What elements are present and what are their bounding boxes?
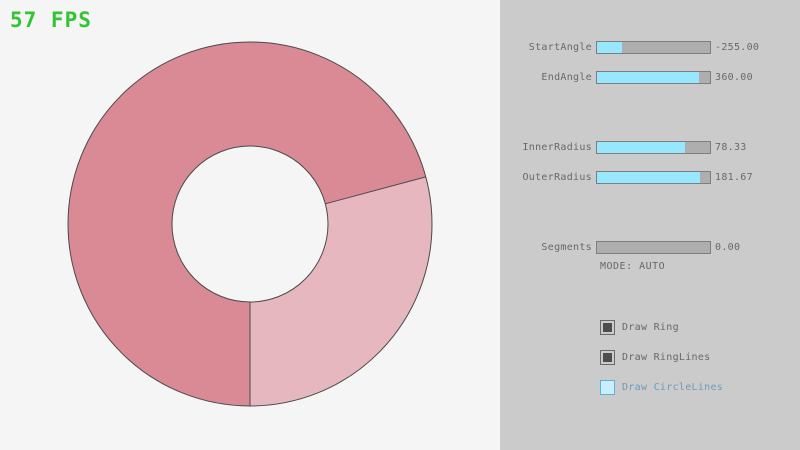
draw-circlelines-row: Draw CircleLines <box>600 380 723 395</box>
outerradius-value: 181.67 <box>715 172 753 183</box>
settings-panel: StartAngle -255.00 EndAngle 360.00 Inner… <box>500 0 800 450</box>
draw-circlelines-checkbox[interactable] <box>600 380 615 395</box>
draw-ring-checkbox[interactable] <box>600 320 615 335</box>
segments-slider[interactable] <box>596 241 711 254</box>
endangle-row: EndAngle 360.00 <box>500 71 800 84</box>
innerradius-label: InnerRadius <box>522 142 592 153</box>
segments-label: Segments <box>541 242 592 253</box>
startangle-slider[interactable] <box>596 41 711 54</box>
draw-ringlines-row: Draw RingLines <box>600 350 711 365</box>
endangle-label: EndAngle <box>541 72 592 83</box>
startangle-value: -255.00 <box>715 42 760 53</box>
check-mark <box>603 353 612 362</box>
startangle-row: StartAngle -255.00 <box>500 41 800 54</box>
endangle-slider[interactable] <box>596 71 711 84</box>
innerradius-slider-fill <box>597 142 686 153</box>
draw-ringlines-label: Draw RingLines <box>622 352 711 363</box>
outerradius-row: OuterRadius 181.67 <box>500 171 800 184</box>
endangle-slider-fill <box>597 72 699 83</box>
ring-drawing <box>67 41 433 407</box>
startangle-slider-fill <box>597 42 622 53</box>
ring-light-sector <box>250 176 433 407</box>
endangle-value: 360.00 <box>715 72 753 83</box>
segments-row: Segments 0.00 <box>500 241 800 254</box>
check-mark <box>603 323 612 332</box>
outerradius-label: OuterRadius <box>522 172 592 183</box>
innerradius-value: 78.33 <box>715 142 747 153</box>
innerradius-row: InnerRadius 78.33 <box>500 141 800 154</box>
ring-radial-line-right <box>325 176 426 205</box>
innerradius-slider[interactable] <box>596 141 711 154</box>
draw-ring-row: Draw Ring <box>600 320 679 335</box>
draw-ringlines-checkbox[interactable] <box>600 350 615 365</box>
draw-ring-label: Draw Ring <box>622 322 679 333</box>
startangle-label: StartAngle <box>528 42 592 53</box>
segments-value: 0.00 <box>715 242 741 253</box>
ring-inner-line <box>171 145 329 303</box>
mode-label: MODE: AUTO <box>600 261 666 272</box>
outerradius-slider[interactable] <box>596 171 711 184</box>
fps-counter: 57 FPS <box>10 8 92 32</box>
draw-circlelines-label: Draw CircleLines <box>622 382 724 393</box>
outerradius-slider-fill <box>597 172 700 183</box>
